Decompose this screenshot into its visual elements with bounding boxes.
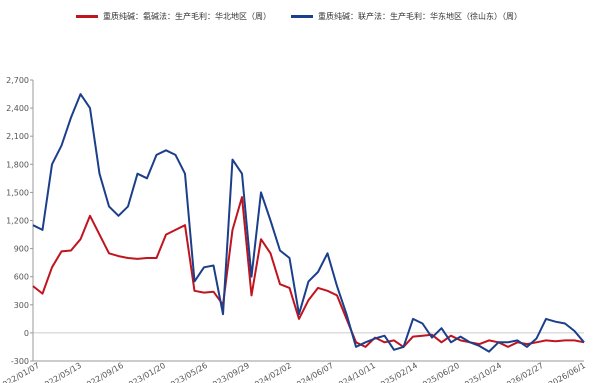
chart-legend: 重质纯碱：氨碱法：生产毛利：华北地区（周） 重质纯碱：联产法：生产毛利：华东地区…	[0, 11, 598, 22]
series-line-2	[32, 93, 585, 353]
y-tick-label: 900	[14, 245, 29, 254]
legend-item-series-1[interactable]: 重质纯碱：氨碱法：生产毛利：华北地区（周）	[76, 11, 271, 22]
y-tick-label: 600	[14, 273, 29, 282]
y-tick-label: 2,100	[6, 132, 29, 141]
x-tick-label: 2026/02/27	[501, 361, 545, 383]
y-tick-label: 2,400	[6, 104, 29, 113]
x-tick-label: 2024/06/07	[291, 361, 335, 383]
y-tick-label: -300	[11, 357, 29, 366]
legend-swatch-series-2	[291, 15, 313, 18]
series-lines	[32, 93, 585, 353]
y-tick-label: 1,500	[6, 188, 29, 197]
series-line-1	[32, 196, 585, 348]
legend-label-series-1: 重质纯碱：氨碱法：生产毛利：华北地区（周）	[103, 12, 271, 21]
x-tick-label: 2022/09/16	[81, 361, 125, 383]
x-tick-label: 2024/02/02	[249, 361, 293, 383]
x-tick-label: 2022/05/13	[39, 361, 83, 383]
x-tick-label: 2023/05/26	[165, 361, 209, 383]
y-tick-label: 300	[14, 301, 29, 310]
y-tick-label: 2,700	[6, 76, 29, 85]
x-tick-label: 2023/01/20	[123, 361, 167, 383]
legend-item-series-2[interactable]: 重质纯碱：联产法：生产毛利：华东地区（徐山东）（周）	[291, 11, 522, 22]
legend-swatch-series-1	[76, 15, 98, 18]
y-tick-label: 1,800	[6, 160, 29, 169]
x-tick-label: 2025/10/24	[459, 361, 503, 383]
x-tick-label: 2026/06/1	[547, 361, 587, 383]
y-axis: -300 0 300 600 900 1,200 1,500 1,800 2,100 2,400 2…	[6, 76, 584, 366]
x-tick-label: 2025/02/14	[375, 361, 419, 383]
legend-label-series-2: 重质纯碱：联产法：生产毛利：华东地区（徐山东）（周）	[318, 12, 522, 21]
y-tick-label: 0	[24, 329, 29, 338]
x-axis: 2022/01/072022/05/132022/09/162023/01/20…	[0, 360, 587, 383]
x-tick-label: 2025/06/20	[417, 361, 461, 383]
x-tick-label: 2023/09/29	[207, 361, 251, 383]
y-tick-label: 1,200	[6, 217, 29, 226]
x-tick-label: 2024/10/11	[333, 361, 377, 383]
